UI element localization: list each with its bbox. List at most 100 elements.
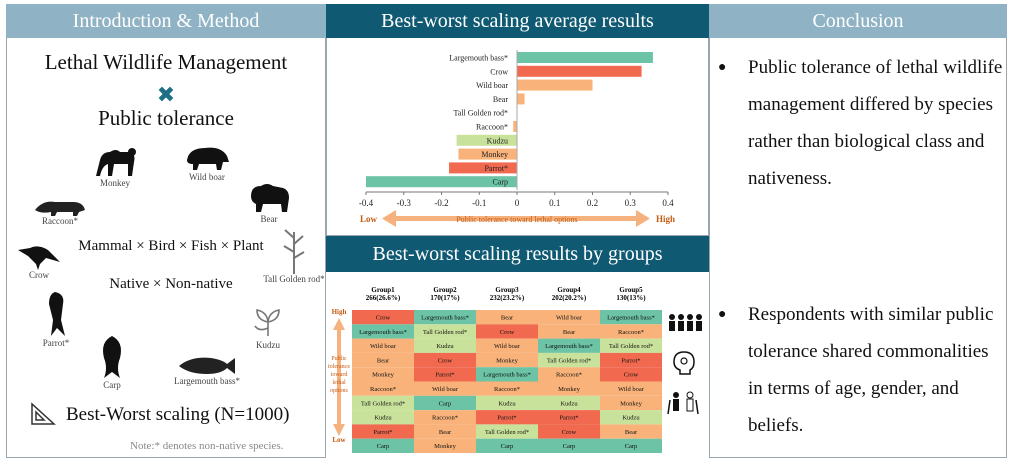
bar-label: Raccoon* bbox=[476, 123, 508, 132]
side-arrow-shaft bbox=[337, 328, 341, 428]
group-cell bbox=[538, 395, 600, 411]
bar-wild-boar bbox=[517, 79, 593, 91]
group-cell bbox=[414, 338, 476, 353]
side-caption-word: toward bbox=[331, 372, 348, 378]
group-cell-label: Crow bbox=[438, 357, 453, 364]
group-cell bbox=[414, 381, 476, 396]
group-cell bbox=[352, 438, 414, 453]
group-cell-label: Wild boar bbox=[618, 386, 645, 393]
group-cell-label: Largemouth bass* bbox=[359, 329, 407, 336]
bar-label: Parrot* bbox=[484, 164, 508, 173]
group-cell-label: Raccoon* bbox=[370, 386, 396, 393]
group-cell bbox=[600, 324, 662, 339]
x-tick-label: 0.4 bbox=[662, 198, 674, 208]
bear-icon bbox=[251, 184, 289, 212]
x-tick-label: -0.3 bbox=[397, 198, 412, 208]
left-title: Lethal Wildlife Management bbox=[44, 50, 288, 74]
side-caption-word: lethal bbox=[332, 380, 346, 386]
group-cell-label: Raccoon* bbox=[618, 329, 644, 336]
group-cell bbox=[538, 310, 600, 325]
group-cell-label: Crow bbox=[500, 329, 515, 336]
side-arrow-down bbox=[333, 424, 345, 436]
group-cell bbox=[600, 438, 662, 453]
group-cell-label: Largemouth bass* bbox=[545, 343, 593, 350]
non-native-note: Note:* denotes non-native species. bbox=[130, 440, 284, 452]
kudzu-animal: Kudzu bbox=[246, 306, 290, 350]
triangle-ruler-icon bbox=[30, 402, 56, 431]
group-cell bbox=[600, 395, 662, 411]
group-cell bbox=[476, 352, 538, 368]
group-cell-label: Carp bbox=[625, 443, 638, 450]
side-caption-word: options bbox=[330, 388, 348, 394]
group-cell-label: Bear bbox=[625, 429, 638, 436]
bar-crow bbox=[517, 65, 642, 77]
group-cell-label: Monkey bbox=[434, 443, 456, 450]
group-cell bbox=[600, 367, 662, 382]
wild-boar-label: Wild boar bbox=[189, 172, 225, 182]
group-cell-label: Tall Golden rod* bbox=[485, 429, 529, 436]
group-cell bbox=[600, 381, 662, 396]
group-cell bbox=[538, 338, 600, 353]
monkey-label: Monkey bbox=[100, 178, 130, 188]
largemouth-bass-animal: Largemouth bass* bbox=[170, 354, 244, 386]
group-cell bbox=[414, 410, 476, 425]
carp-icon bbox=[103, 336, 121, 378]
group-cell bbox=[414, 310, 476, 325]
cross-icon: ✖ bbox=[156, 82, 176, 107]
group-cell-label: Carp bbox=[563, 443, 576, 450]
group-cell-label: Crow bbox=[376, 315, 391, 322]
bear-animal: Bear bbox=[244, 182, 294, 224]
group-cell-label: Raccoon* bbox=[556, 372, 582, 379]
group-cell bbox=[538, 438, 600, 453]
axis-caption: Public tolerance toward lethal options bbox=[456, 215, 577, 224]
group-cell bbox=[476, 367, 538, 382]
bar-label: Monkey bbox=[481, 150, 508, 159]
people-group-icon bbox=[669, 314, 702, 331]
group-cell bbox=[476, 438, 538, 453]
avg-results-chart: Largemouth bass* Crow Wild boar Bear Tall Go… bbox=[359, 50, 675, 227]
bar-label: Tall Golden rod* bbox=[453, 109, 508, 118]
group-cell bbox=[538, 324, 600, 339]
group-cell bbox=[600, 424, 662, 439]
tall-golden-rod-icon bbox=[283, 229, 305, 274]
bar-label: Carp bbox=[492, 178, 508, 187]
bullet-dot-icon: ● bbox=[718, 60, 727, 75]
largemouth-bass-icon bbox=[179, 357, 235, 374]
bar-monkey bbox=[458, 148, 517, 160]
group-cell bbox=[414, 395, 476, 411]
group-cell-label: Parrot* bbox=[435, 372, 454, 379]
group-results-header: Best-worst scaling results by groups bbox=[326, 236, 709, 272]
bar-raccoon bbox=[513, 121, 517, 132]
group-cell-label: Bear bbox=[563, 329, 576, 336]
tolerance-arrow bbox=[382, 210, 650, 227]
group-cell-label: Kudzu bbox=[374, 415, 392, 422]
group-cell bbox=[538, 381, 600, 396]
parrot-icon bbox=[49, 292, 65, 336]
monkey-animal: Monkey bbox=[90, 146, 140, 188]
group-cell bbox=[476, 410, 538, 425]
group-cell-label: Carp bbox=[439, 400, 452, 407]
x-tick-label: 0.2 bbox=[587, 198, 598, 208]
group-cell-label: Raccoon* bbox=[494, 386, 520, 393]
conclusion-bullet-1-text: Public tolerance of lethal wildlife mana… bbox=[748, 57, 1003, 189]
group-cell-label: Bear bbox=[501, 315, 514, 322]
crow-animal: Crow bbox=[14, 242, 64, 280]
group-cell bbox=[352, 367, 414, 382]
group-cell-label: Wild boar bbox=[370, 343, 397, 350]
head-belief-icon bbox=[673, 351, 695, 375]
group-name: Group5 bbox=[619, 286, 643, 294]
group-cell bbox=[414, 367, 476, 382]
group-cell-label: Wild boar bbox=[556, 315, 583, 322]
group-cell bbox=[476, 310, 538, 325]
bar-label: Crow bbox=[490, 67, 508, 76]
group-size: 170(17%) bbox=[430, 294, 460, 302]
group-cell-label: Tall Golden rod* bbox=[547, 357, 591, 364]
side-caption-word: tolerance bbox=[328, 364, 350, 370]
group-cell-label: Wild boar bbox=[432, 386, 459, 393]
group-cell bbox=[600, 310, 662, 325]
group-cell-label: Carp bbox=[377, 443, 390, 450]
crow-icon bbox=[18, 246, 60, 270]
group-name: Group4 bbox=[557, 286, 581, 294]
parrot-animal: Parrot* bbox=[34, 290, 78, 348]
